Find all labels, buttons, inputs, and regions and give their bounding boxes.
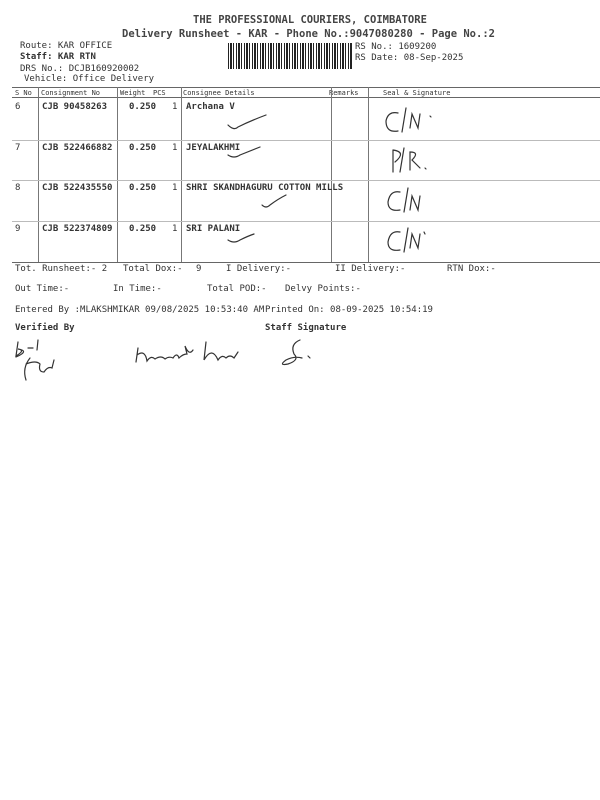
row-consignment: CJB 522466882 (42, 143, 113, 153)
row-consignee: JEYALAKHMI (186, 143, 241, 153)
handwritten-signatures (15, 339, 311, 381)
tot-runsheet: Tot. Runsheet:- 2 (15, 264, 108, 274)
col-remarks: Remarks (329, 89, 359, 97)
col-pcs: PCS (153, 89, 166, 97)
total-dox-value: 9 (196, 264, 202, 274)
row-consignee: Archana V (186, 102, 235, 112)
runsheet-title: Delivery Runsheet - KAR - Phone No.:9047… (122, 28, 495, 40)
printed-on: Printed On: 08-09-2025 10:54:19 (265, 305, 433, 315)
col-weight: Weight (120, 89, 146, 97)
handwritten-ticks-and-seals (227, 107, 432, 253)
row-consignee: SHRI SKANDHAGURU COTTON MILLS (186, 183, 344, 193)
delvy-points: Delvy Points:- (285, 284, 361, 294)
rtn-dox: RTN Dox:- (447, 264, 496, 274)
row-consignee: SRI PALANI (186, 224, 241, 234)
row-sno: 7 (15, 143, 21, 153)
row-weight: 0.250 (129, 102, 157, 112)
staff-signature-label: Staff Signature (265, 323, 347, 333)
rs-no: RS No.: 1609200 (355, 42, 437, 52)
row-weight: 0.250 (129, 224, 157, 234)
rs-date: RS Date: 08-Sep-2025 (355, 53, 464, 63)
col-consignee: Consignee Details (183, 89, 255, 97)
col-sno: S No (15, 89, 32, 97)
company-name: THE PROFESSIONAL COURIERS, COIMBATORE (193, 14, 427, 26)
barcode (228, 43, 352, 69)
total-pod: Total POD:- (207, 284, 267, 294)
row-sno: 9 (15, 224, 21, 234)
row-pcs: 1 (172, 143, 178, 153)
out-time: Out Time:- (15, 284, 70, 294)
row-pcs: 1 (172, 102, 178, 112)
col-consignment: Consignment No (41, 89, 101, 97)
drs-no: DRS No.: DCJB160920002 (20, 64, 140, 74)
row-consignment: CJB 522374809 (42, 224, 113, 234)
entered-by: Entered By :MLAKSHMIKAR 09/08/2025 10:53… (15, 305, 265, 315)
row-weight: 0.250 (129, 183, 157, 193)
verified-by-label: Verified By (15, 323, 75, 333)
i-delivery: I Delivery:- (226, 264, 292, 274)
row-pcs: 1 (172, 224, 178, 234)
row-consignment: CJB 90458263 (42, 102, 108, 112)
row-pcs: 1 (172, 183, 178, 193)
row-sno: 6 (15, 102, 21, 112)
in-time: In Time:- (113, 284, 162, 294)
row-sno: 8 (15, 183, 21, 193)
route: Route: KAR OFFICE (20, 41, 113, 51)
vehicle: Vehicle: Office Delivery (24, 74, 155, 84)
staff: Staff: KAR RTN (20, 52, 96, 62)
col-seal: Seal & Signature (383, 89, 451, 97)
ii-delivery: II Delivery:- (335, 264, 406, 274)
row-consignment: CJB 522435550 (42, 183, 113, 193)
total-dox: Total Dox:- (123, 264, 183, 274)
row-weight: 0.250 (129, 143, 157, 153)
